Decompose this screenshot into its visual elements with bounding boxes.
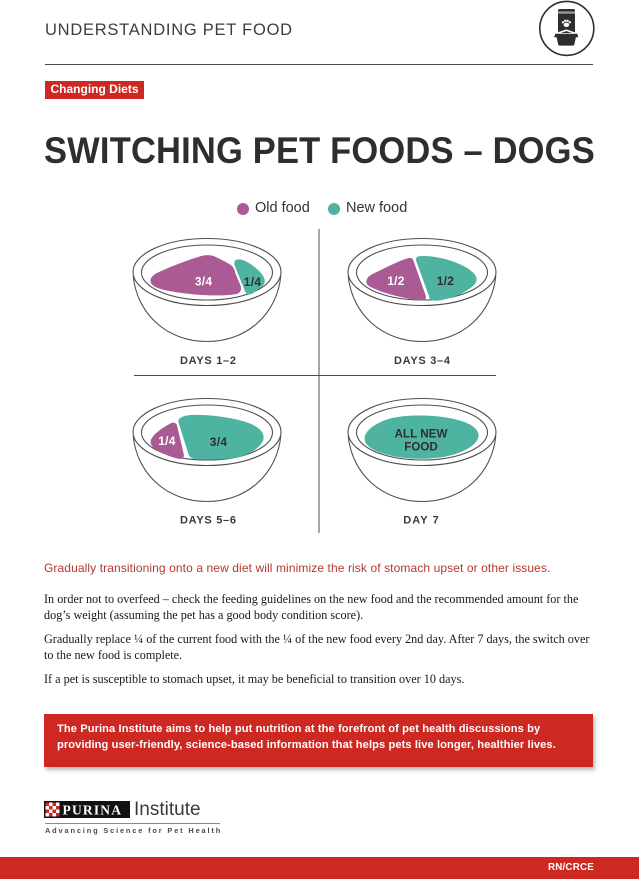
svg-text:DAYS 1–2: DAYS 1–2 [180,355,236,367]
svg-text:PURINA: PURINA [63,803,123,818]
svg-text:3/4: 3/4 [195,275,213,289]
svg-text:1/2: 1/2 [387,274,405,288]
svg-text:1/4: 1/4 [158,434,176,448]
svg-text:1/4: 1/4 [244,275,262,289]
svg-text:3/4: 3/4 [210,435,228,449]
svg-text:1/2: 1/2 [437,274,455,288]
svg-text:DAYS 3–4: DAYS 3–4 [394,355,451,367]
svg-text:ALL NEW: ALL NEW [395,429,448,441]
svg-text:DAY 7: DAY 7 [403,515,439,527]
svg-text:FOOD: FOOD [404,442,438,454]
svg-text:DAYS 5–6: DAYS 5–6 [180,515,236,527]
